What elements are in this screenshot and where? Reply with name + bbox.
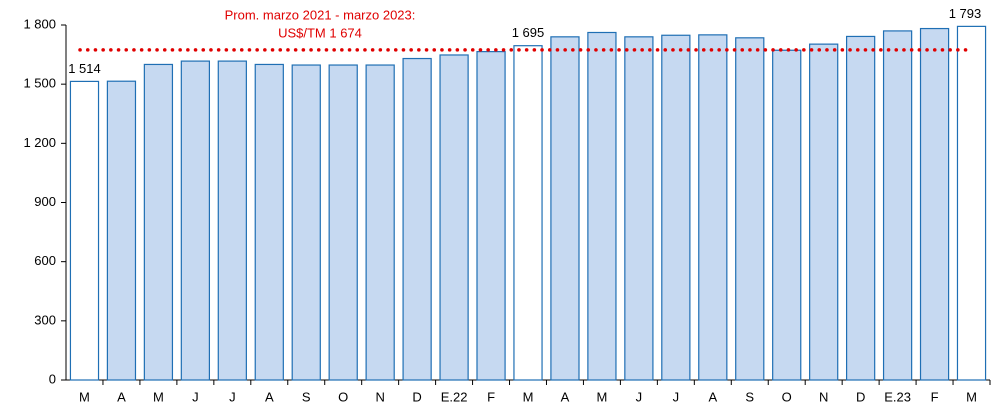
x-tick-label: A bbox=[265, 389, 274, 404]
y-tick-label: 600 bbox=[34, 253, 56, 268]
bar bbox=[254, 63, 284, 381]
bar bbox=[698, 34, 728, 381]
x-tick-label: J bbox=[192, 389, 199, 404]
bar bbox=[217, 60, 247, 381]
bar bbox=[882, 30, 913, 381]
x-tick-label: M bbox=[523, 389, 534, 404]
bar bbox=[106, 80, 137, 381]
y-tick-label: 900 bbox=[34, 194, 56, 209]
bar bbox=[513, 45, 543, 381]
x-tick-label: M bbox=[153, 389, 164, 404]
bar bbox=[402, 57, 432, 381]
x-tick-label: D bbox=[856, 389, 865, 404]
y-tick-label: 1 500 bbox=[23, 76, 56, 91]
x-tick-label: O bbox=[338, 389, 348, 404]
bar bbox=[143, 63, 174, 381]
bar bbox=[365, 64, 395, 381]
value-label: 1 793 bbox=[949, 6, 982, 21]
bar bbox=[956, 25, 987, 381]
bar bbox=[476, 51, 506, 381]
x-tick-label: J bbox=[229, 389, 236, 404]
x-tick-label: N bbox=[375, 389, 384, 404]
reference-label: US$/TM 1 674 bbox=[278, 25, 362, 40]
x-tick-label: O bbox=[782, 389, 792, 404]
x-tick-label: E.23 bbox=[884, 389, 911, 404]
x-tick-label: J bbox=[673, 389, 680, 404]
value-label: 1 514 bbox=[68, 61, 101, 76]
y-tick-label: 0 bbox=[49, 371, 56, 386]
x-tick-label: D bbox=[412, 389, 421, 404]
x-tick-label: S bbox=[302, 389, 311, 404]
x-tick-label: M bbox=[596, 389, 607, 404]
bar bbox=[845, 35, 876, 381]
bar bbox=[624, 36, 654, 381]
x-tick-label: F bbox=[487, 389, 495, 404]
x-tick-label: M bbox=[966, 389, 977, 404]
bar bbox=[69, 80, 100, 381]
x-tick-label: A bbox=[117, 389, 126, 404]
x-tick-label: A bbox=[561, 389, 570, 404]
x-tick-label: A bbox=[708, 389, 717, 404]
x-tick-label: J bbox=[636, 389, 643, 404]
x-tick-label: M bbox=[79, 389, 90, 404]
y-tick-label: 300 bbox=[34, 312, 56, 327]
bar bbox=[809, 43, 839, 381]
x-tick-label: S bbox=[745, 389, 754, 404]
x-tick-label: E.22 bbox=[441, 389, 468, 404]
bar bbox=[180, 60, 211, 381]
bar bbox=[661, 34, 691, 381]
bar bbox=[772, 49, 802, 381]
x-tick-label: F bbox=[931, 389, 939, 404]
reference-label: Prom. marzo 2021 - marzo 2023: bbox=[225, 7, 416, 22]
bar bbox=[587, 31, 617, 381]
bar bbox=[328, 64, 358, 381]
bar bbox=[291, 64, 321, 381]
bar bbox=[735, 37, 765, 381]
y-tick-label: 1 200 bbox=[23, 135, 56, 150]
bar bbox=[550, 36, 580, 381]
bar bbox=[439, 54, 469, 381]
y-tick-label: 1 800 bbox=[23, 16, 56, 31]
bar bbox=[919, 27, 950, 381]
value-label: 1 695 bbox=[512, 25, 545, 40]
x-tick-label: N bbox=[819, 389, 828, 404]
